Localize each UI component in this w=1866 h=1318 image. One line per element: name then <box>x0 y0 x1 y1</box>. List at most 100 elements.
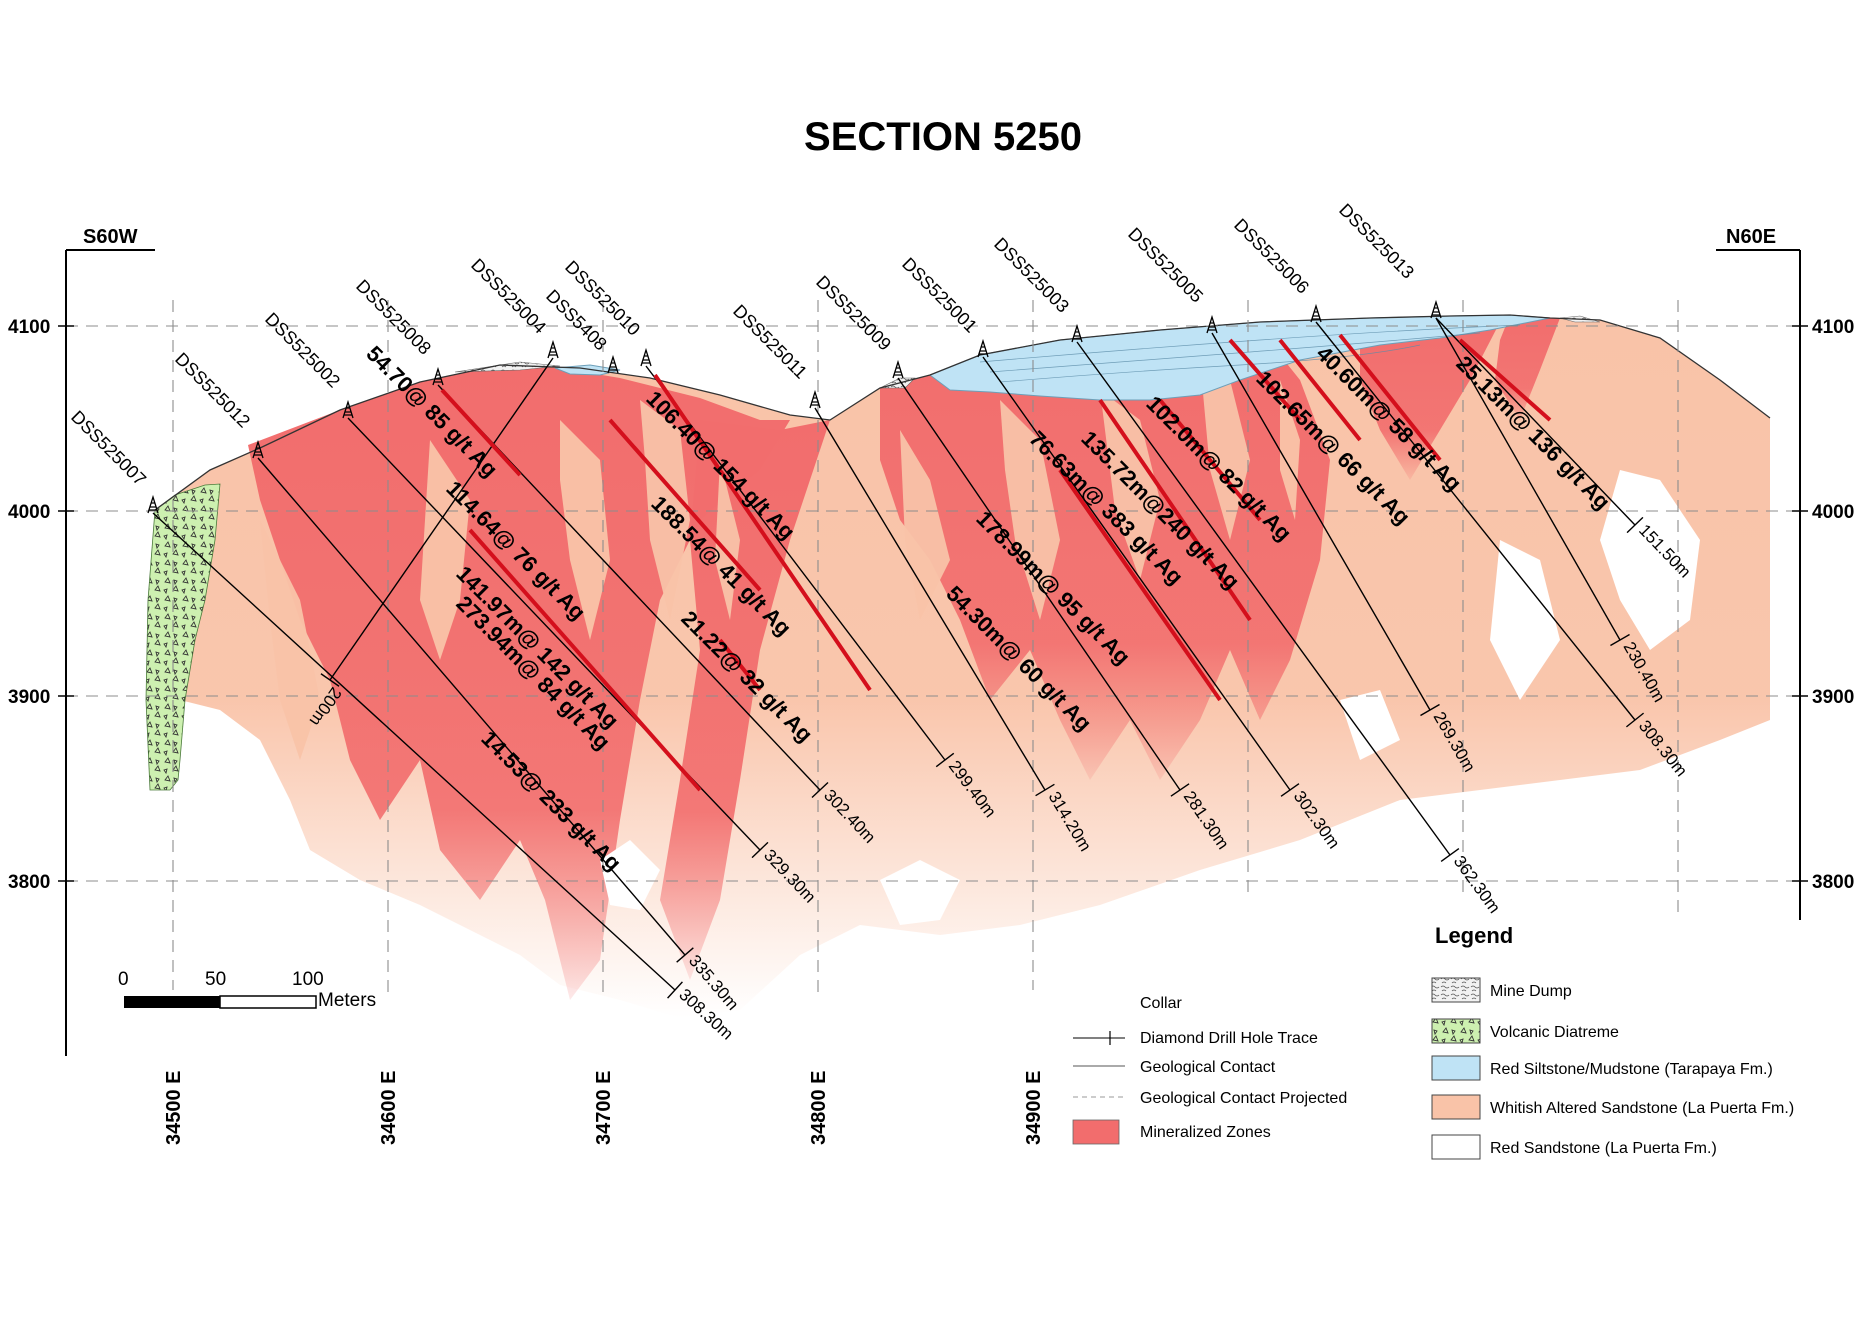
drill-hole-trace <box>897 377 1181 791</box>
easting-label-34600: 34600 E <box>378 1070 400 1145</box>
legend-red-siltstone: Red Siltstone/Mudstone (Tarapaya Fm.) <box>1490 1061 1773 1078</box>
collar-icon <box>640 347 652 367</box>
drill-hole-trace <box>329 357 554 681</box>
elevation-labels-right: 4100 4000 3900 3800 <box>1812 317 1854 893</box>
scale-bar: 0 50 100 Meters <box>118 969 376 1011</box>
drill-hole-name: DSS525009 <box>812 272 895 355</box>
legend-whitish-sandstone: Whitish Altered Sandstone (La Puerta Fm.… <box>1490 1100 1794 1117</box>
drill-hole-end-tick <box>320 673 340 687</box>
elev-label-right-3900: 3900 <box>1812 687 1854 708</box>
mineralized-intercept <box>1098 398 1252 622</box>
elev-ticks <box>58 325 1808 882</box>
mineralized-intercept <box>440 388 522 477</box>
drill-hole-end-tick <box>811 781 829 799</box>
mineralized-intercept <box>718 638 762 692</box>
drill-hole-name: DSS525006 <box>1230 215 1313 298</box>
collar-icon <box>607 354 619 374</box>
easting-label-34800: 34800 E <box>808 1070 830 1145</box>
legend-mine-dump: Mine Dump <box>1490 983 1572 1000</box>
legend: Legend Mine Dump Volcanic Diatreme Red S… <box>1431 923 1794 1160</box>
section-title: SECTION 5250 <box>804 115 1082 159</box>
legend-contact-projected-label: Geological Contact Projected <box>1140 1090 1347 1107</box>
drill-hole-trace <box>257 457 686 956</box>
easting-label-34900: 34900 E <box>1023 1070 1045 1145</box>
drill-hole-trace <box>1315 321 1636 721</box>
mineralized-intercept <box>1158 398 1262 522</box>
mineralized-intercept <box>608 418 762 592</box>
mineralized-intercept <box>1278 338 1362 442</box>
drill-hole-name: DSS525003 <box>990 234 1073 317</box>
elev-label-right-4000: 4000 <box>1812 502 1854 523</box>
legend-mineralized-label: Mineralized Zones <box>1140 1124 1271 1141</box>
collar-icon <box>342 399 354 419</box>
drill-hole-end-tick <box>1420 703 1440 717</box>
topography-line <box>154 314 1771 511</box>
drill-hole-trace <box>152 512 676 991</box>
drill-hole-end-tick <box>1170 783 1190 797</box>
easting-labels: 34500 E 34600 E 34700 E 34800 E 34900 E <box>163 1070 1045 1145</box>
collar-icon <box>892 359 904 379</box>
elev-label-right-4100: 4100 <box>1812 317 1854 338</box>
drill-hole-end-tick <box>1625 712 1645 728</box>
drill-hole-trace <box>982 356 1291 791</box>
collar-icon <box>809 389 821 409</box>
elev-label-left-4000: 4000 <box>8 502 50 523</box>
collar-icon <box>1430 299 1442 319</box>
drill-hole-trace <box>1435 317 1636 526</box>
frame <box>65 249 1801 1056</box>
drill-hole-end-tick <box>667 981 683 999</box>
scale-unit: Meters <box>318 990 376 1011</box>
grid-lines <box>66 300 1800 1000</box>
legend-volcanic: Volcanic Diatreme <box>1490 1024 1619 1041</box>
easting-label-34500: 34500 E <box>163 1070 185 1145</box>
drill-hole-end-tick <box>1626 516 1644 534</box>
elev-label-left-4100: 4100 <box>8 317 50 338</box>
drill-hole-depth: 362.30m <box>1450 852 1504 917</box>
legend-collar-label: Collar <box>1140 995 1182 1012</box>
drill-hole-name: DSS525004 <box>467 255 550 338</box>
legend-contact-label: Geological Contact <box>1140 1059 1276 1076</box>
collar-icon <box>1071 323 1083 343</box>
drill-hole-end-tick <box>1035 783 1055 797</box>
drill-hole-name: DSS525011 <box>729 301 811 383</box>
mineralized-intercept <box>1338 333 1442 462</box>
direction-left-label: S60W <box>83 226 138 248</box>
collar-icon <box>977 338 989 358</box>
mineralized-intercept <box>1458 338 1552 422</box>
drill-hole-trace <box>1076 341 1451 856</box>
drill-hole-end-tick <box>1280 783 1300 797</box>
collar-icon <box>252 439 264 459</box>
collar-icon <box>1310 303 1322 323</box>
drill-hole-trace <box>1435 317 1621 641</box>
mineralized-intercept <box>468 528 702 792</box>
elevation-labels-left: 4100 4000 3900 3800 <box>8 317 50 893</box>
drill-hole-name: DSS525001 <box>898 254 981 337</box>
mineralized-intercept <box>1058 468 1222 702</box>
legend-title: Legend <box>1435 923 1513 948</box>
collar-icon <box>1206 314 1218 334</box>
drill-hole-end-tick <box>935 752 955 768</box>
legend-symbols: Collar Diamond Drill Hole Trace Geologic… <box>1072 995 1347 1145</box>
drill-hole-name: DSS525008 <box>352 276 435 359</box>
drill-hole-name: DSS525013 <box>1335 200 1418 283</box>
elev-label-left-3800: 3800 <box>8 872 50 893</box>
scale-tick-100: 100 <box>292 969 324 990</box>
elev-label-left-3900: 3900 <box>8 687 50 708</box>
drill-hole-name: DSS525002 <box>261 309 344 392</box>
scale-tick-50: 50 <box>205 969 226 990</box>
legend-drill-trace-label: Diamond Drill Hole Trace <box>1140 1030 1318 1047</box>
drill-hole-name: DSS525005 <box>1124 224 1207 307</box>
drill-hole-end-tick <box>1440 847 1460 863</box>
drill-hole-end-tick <box>676 947 694 963</box>
scale-tick-0: 0 <box>118 969 129 990</box>
drill-hole-end-tick <box>1610 633 1630 647</box>
legend-red-sandstone: Red Sandstone (La Puerta Fm.) <box>1490 1140 1717 1157</box>
mineralized-intercept <box>653 373 872 692</box>
drill-hole-trace <box>1211 332 1431 711</box>
mineralized-intercept <box>1228 338 1302 422</box>
volcanic-diatreme <box>145 483 221 791</box>
drill-hole-name: DSS525007 <box>67 407 150 490</box>
easting-label-34700: 34700 E <box>593 1070 615 1145</box>
drill-hole-end-tick <box>751 841 769 859</box>
